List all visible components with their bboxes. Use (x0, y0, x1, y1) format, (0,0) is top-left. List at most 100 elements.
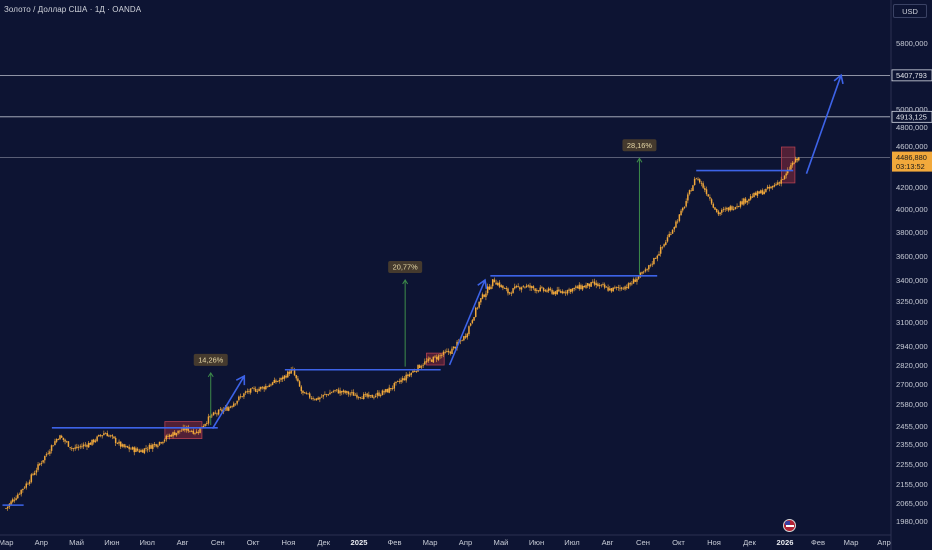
candle-body (145, 448, 147, 449)
candle-body (150, 445, 152, 449)
candle-body (163, 439, 166, 442)
candle-body (717, 211, 720, 215)
us-flag-icon[interactable] (783, 519, 796, 532)
candle-body (25, 483, 27, 488)
candle-body (79, 446, 81, 448)
candle-body (675, 221, 677, 228)
candle-body (714, 207, 716, 210)
candle-body (783, 175, 786, 180)
candle-body (432, 356, 435, 363)
x-tick-label: Ноя (707, 538, 721, 547)
candle-body (116, 443, 119, 445)
candle-body (197, 432, 200, 433)
candle-body (199, 427, 201, 433)
measure-arrow-head (402, 279, 409, 285)
candle-body (388, 387, 390, 393)
candle-body (239, 396, 242, 398)
candle-body (337, 389, 340, 394)
horizontal-levels (0, 74, 890, 158)
candle-body (571, 288, 574, 292)
candle-body (155, 444, 157, 447)
candle-body (787, 169, 789, 174)
candle-body (227, 407, 230, 411)
candle-body (777, 182, 779, 185)
currency-button[interactable]: USD (893, 4, 927, 18)
candle-body (532, 286, 535, 289)
candle-body (507, 288, 509, 294)
candle-body (266, 386, 269, 388)
candle-body (173, 432, 176, 436)
x-tick-label: Авг (602, 538, 614, 547)
x-tick-label: Май (494, 538, 509, 547)
candle-body (23, 487, 26, 489)
candle-body (261, 386, 264, 388)
candle-body (666, 237, 669, 242)
candle-body (598, 285, 601, 287)
candle-body (216, 413, 218, 415)
candle-body (469, 323, 472, 326)
candle-body (547, 288, 550, 292)
candle-body (177, 430, 179, 434)
candle-body (639, 272, 642, 277)
candle-body (386, 388, 389, 393)
y-tick-label: 4000,000 (896, 205, 928, 214)
candle-body (435, 356, 438, 360)
candle-body (374, 395, 377, 397)
candles (5, 156, 800, 511)
candle-body (592, 281, 594, 283)
y-tick-label: 3250,000 (896, 297, 928, 306)
candle-body (118, 441, 120, 444)
candle-body (209, 415, 211, 418)
candle-body (268, 385, 270, 387)
x-tick-label: Дек (317, 538, 330, 547)
candle-body (459, 340, 462, 342)
candle-body (500, 285, 502, 287)
candle-body (241, 396, 243, 398)
candle-body (287, 371, 289, 378)
candle-body (310, 398, 313, 400)
y-tick-label: 3600,000 (896, 252, 928, 261)
candle-body (344, 390, 346, 393)
candle-body (466, 333, 469, 338)
candle-body (678, 214, 681, 221)
candle-body (378, 392, 380, 396)
candle-body (663, 244, 665, 247)
level-price-label: 5407,793 (896, 71, 927, 80)
measure-percent-label: 20,77% (393, 263, 418, 272)
candle-body (510, 292, 513, 294)
candle-body (525, 285, 528, 288)
candle-body (67, 441, 70, 447)
candle-body (615, 286, 618, 288)
candle-body (362, 394, 365, 400)
candle-body (275, 380, 277, 383)
candle-body (749, 196, 752, 200)
candle-body (581, 285, 584, 290)
candle-body (704, 188, 706, 190)
candle-body (172, 432, 174, 437)
candle-body (727, 207, 730, 211)
candle-body (537, 290, 540, 292)
highlight-box (781, 146, 796, 184)
last-price-tag (892, 151, 932, 172)
candle-body (780, 179, 782, 184)
candle-body (452, 346, 455, 349)
candle-body (673, 227, 676, 230)
candle-body (597, 283, 599, 287)
candle-body (671, 229, 674, 234)
candle-body (732, 209, 735, 210)
candle-body (614, 287, 616, 289)
candle-body (726, 207, 728, 210)
candle-body (659, 247, 662, 254)
candle-body (437, 355, 440, 360)
candle-body (185, 426, 188, 431)
projection-arrow-line (805, 74, 842, 174)
candle-body (712, 204, 715, 208)
candle-body (583, 285, 586, 288)
y-tick-label: 5000,000 (896, 105, 928, 114)
candle-body (520, 287, 523, 290)
candle-body (37, 464, 39, 470)
candle-body (146, 449, 149, 451)
